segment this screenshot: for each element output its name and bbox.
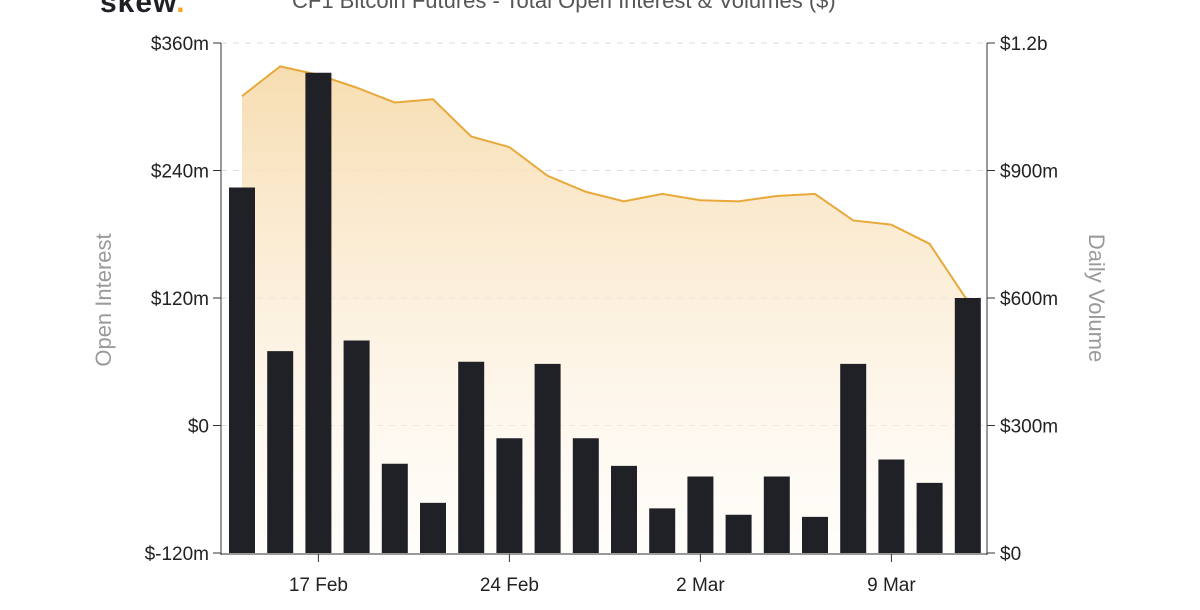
left-tick-label: $240m bbox=[151, 162, 209, 183]
volume-bar bbox=[458, 361, 485, 553]
volume-bar bbox=[343, 340, 370, 553]
chart-title: CF1 Bitcoin Futures - Total Open Interes… bbox=[292, 0, 836, 13]
tick-labels: $-120m $0 $120m $240m $360m $0 $300m $600m $900m… bbox=[145, 34, 1059, 596]
volume-bars bbox=[229, 72, 981, 553]
right-axis-title: Daily Volume bbox=[1084, 234, 1109, 362]
left-tick-label: $120m bbox=[151, 289, 209, 310]
volume-bar bbox=[534, 363, 561, 553]
volume-bar bbox=[878, 459, 905, 553]
volume-bar bbox=[572, 438, 599, 553]
logo-text: skew bbox=[100, 0, 177, 19]
axes bbox=[220, 43, 988, 555]
open-interest-area bbox=[241, 65, 969, 553]
volume-bar bbox=[420, 502, 446, 553]
volume-bar bbox=[229, 187, 255, 553]
volume-bar bbox=[649, 508, 676, 553]
logo-dot: . bbox=[176, 0, 186, 19]
right-tick-label: $600m bbox=[1000, 289, 1058, 310]
left-tick-label: $0 bbox=[188, 417, 209, 438]
volume-bar bbox=[802, 516, 828, 553]
skew-logo: skew. bbox=[100, 0, 186, 20]
volume-bar bbox=[916, 482, 943, 553]
open-interest-line bbox=[241, 65, 969, 302]
volume-bar bbox=[763, 476, 790, 553]
volume-bar bbox=[267, 351, 294, 553]
volume-bar bbox=[687, 476, 714, 553]
open-interest-fill bbox=[242, 66, 968, 553]
left-tick-label: $360m bbox=[151, 34, 209, 55]
left-axis-title: Open Interest bbox=[91, 233, 116, 366]
left-tick-label: $-120m bbox=[145, 544, 209, 565]
volume-bar bbox=[954, 298, 981, 553]
right-tick-label: $0 bbox=[1000, 544, 1021, 565]
volume-bar bbox=[496, 438, 523, 553]
right-tick-label: $1.2b bbox=[1000, 34, 1048, 55]
x-tick-label: 9 Mar bbox=[867, 575, 916, 596]
right-tick-label: $300m bbox=[1000, 417, 1058, 438]
volume-bar bbox=[381, 463, 408, 553]
volume-bar bbox=[305, 72, 332, 553]
volume-bar bbox=[725, 514, 752, 553]
x-tick-label: 17 Feb bbox=[289, 575, 348, 596]
x-tick-label: 2 Mar bbox=[676, 575, 725, 596]
volume-bar bbox=[840, 363, 867, 553]
volume-bar bbox=[611, 465, 637, 553]
x-tick-label: 24 Feb bbox=[480, 575, 539, 596]
right-tick-label: $900m bbox=[1000, 162, 1058, 183]
